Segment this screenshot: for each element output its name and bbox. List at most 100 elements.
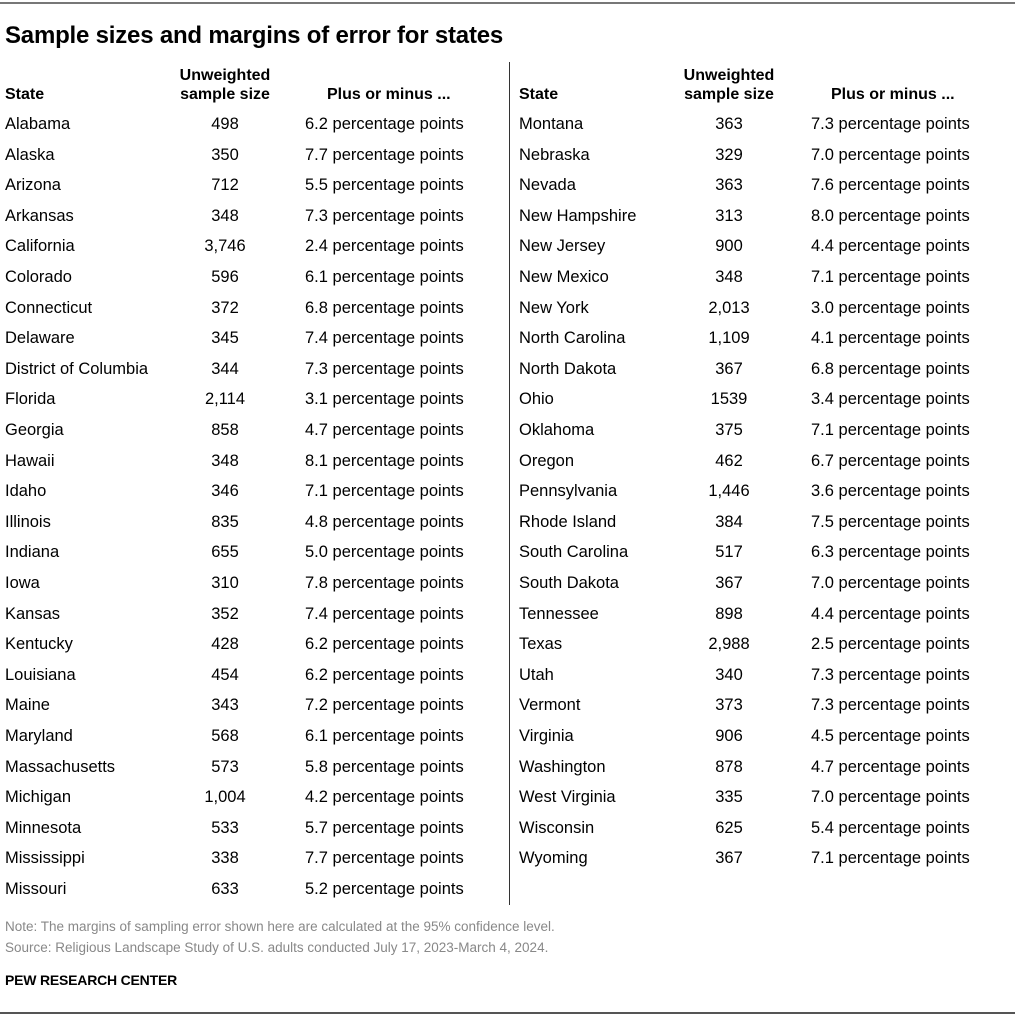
sample-size: 573 xyxy=(211,757,239,776)
state-name: Colorado xyxy=(5,268,72,286)
margin-of-error: 3.6 percentage points xyxy=(811,482,970,501)
table-row: Oregon 462 6.7 percentage points xyxy=(519,446,1014,476)
sample-size: 352 xyxy=(211,604,239,623)
margin-of-error: 7.0 percentage points xyxy=(811,788,970,807)
state-name: Michigan xyxy=(5,788,72,807)
state-name: Rhode Island xyxy=(519,512,617,531)
sample-size: 340 xyxy=(715,665,743,684)
table-row: Connecticut 372 6.8 percentage points xyxy=(5,293,500,323)
sample-size: 363 xyxy=(715,115,743,133)
sample-size: 2,988 xyxy=(708,635,750,654)
margin-of-error: 4.4 percentage points xyxy=(811,604,970,623)
table-row: Kansas 352 7.4 percentage points xyxy=(5,599,500,629)
table-row: Massachusetts 573 5.8 percentage points xyxy=(5,752,500,782)
table-row: Idaho 346 7.1 percentage points xyxy=(5,476,500,506)
state-name: Tennessee xyxy=(519,604,599,623)
header-state: State xyxy=(5,86,45,103)
margin-of-error: 4.7 percentage points xyxy=(811,757,970,776)
sample-size: 343 xyxy=(211,696,239,715)
margin-of-error: 6.8 percentage points xyxy=(305,298,464,317)
state-name: Utah xyxy=(519,665,554,684)
state-name: New York xyxy=(519,298,589,317)
sample-size: 367 xyxy=(715,849,743,868)
table-row: North Carolina 1,109 4.1 percentage points xyxy=(519,323,1014,353)
sample-size: 313 xyxy=(715,206,743,225)
table-row: Tennessee 898 4.4 percentage points xyxy=(519,599,1014,629)
margin-of-error: 7.7 percentage points xyxy=(305,849,464,868)
margin-of-error: 7.4 percentage points xyxy=(305,604,464,623)
table-row: Montana 363 7.3 percentage points xyxy=(519,109,1014,139)
margin-of-error: 4.1 percentage points xyxy=(811,329,970,348)
table-row: Delaware 345 7.4 percentage points xyxy=(5,323,500,353)
sample-size: 454 xyxy=(211,665,239,684)
sample-size: 906 xyxy=(715,727,743,745)
pew-logo: PEW RESEARCH CENTER xyxy=(5,972,177,988)
state-name: Arkansas xyxy=(5,206,74,225)
table-row: Arkansas 348 7.3 percentage points xyxy=(5,201,500,231)
state-name: Texas xyxy=(519,635,563,654)
header-sample-size-line1: Unweighted xyxy=(179,67,271,84)
state-name: Missouri xyxy=(5,880,67,898)
margin-of-error: 4.7 percentage points xyxy=(305,421,464,439)
sample-size: 346 xyxy=(211,482,239,501)
margin-of-error: 6.8 percentage points xyxy=(811,359,970,378)
state-name: New Mexico xyxy=(519,268,609,286)
sample-size: 363 xyxy=(715,176,743,195)
table-row: New Jersey 900 4.4 percentage points xyxy=(519,231,1014,261)
table-row: Kentucky 428 6.2 percentage points xyxy=(5,629,500,659)
state-name: Wisconsin xyxy=(519,818,595,837)
table-row: Missouri 633 5.2 percentage points xyxy=(5,874,500,904)
sample-size: 384 xyxy=(715,512,743,531)
sample-size: 596 xyxy=(211,268,239,286)
sample-size: 373 xyxy=(715,696,743,715)
margin-of-error: 7.5 percentage points xyxy=(811,512,970,531)
sample-size: 655 xyxy=(211,543,239,562)
sample-size: 375 xyxy=(715,421,743,439)
table-row: Wisconsin 625 5.4 percentage points xyxy=(519,813,1014,843)
state-name: Oregon xyxy=(519,451,575,470)
margin-of-error: 7.8 percentage points xyxy=(305,574,464,592)
state-name: Washington xyxy=(519,757,606,776)
table-row: Colorado 596 6.1 percentage points xyxy=(5,262,500,292)
table-row: Indiana 655 5.0 percentage points xyxy=(5,537,500,567)
top-rule xyxy=(0,2,1015,4)
state-name: Virginia xyxy=(519,727,574,745)
table-row: District of Columbia 344 7.3 percentage po… xyxy=(5,354,500,384)
state-name: New Jersey xyxy=(519,237,606,256)
table-row: Hawaii 348 8.1 percentage points xyxy=(5,446,500,476)
table-row: Rhode Island 384 7.5 percentage points xyxy=(519,507,1014,537)
header-state: State xyxy=(519,86,559,103)
state-name: Connecticut xyxy=(5,298,93,317)
margin-of-error: 7.0 percentage points xyxy=(811,145,970,164)
state-name: North Carolina xyxy=(519,329,626,348)
table-row: Maryland 568 6.1 percentage points xyxy=(5,721,500,751)
state-name: South Carolina xyxy=(519,543,629,562)
margin-of-error: 7.7 percentage points xyxy=(305,145,464,164)
margin-of-error: 7.6 percentage points xyxy=(811,176,970,195)
table-row: Alaska 350 7.7 percentage points xyxy=(5,140,500,170)
state-name: Georgia xyxy=(5,421,64,439)
margin-of-error: 7.1 percentage points xyxy=(305,482,464,501)
margin-of-error: 6.1 percentage points xyxy=(305,727,464,745)
table-row: Washington 878 4.7 percentage points xyxy=(519,752,1014,782)
state-name: Massachusetts xyxy=(5,757,116,776)
sample-size: 533 xyxy=(211,818,239,837)
margin-of-error: 6.3 percentage points xyxy=(811,543,970,562)
table-row: New York 2,013 3.0 percentage points xyxy=(519,293,1014,323)
table-row: Georgia 858 4.7 percentage points xyxy=(5,415,500,445)
sample-size: 350 xyxy=(211,145,239,164)
state-name: Alaska xyxy=(5,145,55,164)
table-row: New Mexico 348 7.1 percentage points xyxy=(519,262,1014,292)
margin-of-error: 5.8 percentage points xyxy=(305,757,464,776)
sample-size: 498 xyxy=(211,115,239,133)
sample-size: 428 xyxy=(211,635,239,654)
sample-size: 338 xyxy=(211,849,239,868)
sample-size: 348 xyxy=(211,206,239,225)
state-name: Indiana xyxy=(5,543,60,562)
state-name: Mississippi xyxy=(5,849,85,868)
margin-of-error: 4.5 percentage points xyxy=(811,727,970,745)
sample-size: 310 xyxy=(211,574,239,592)
table-row: Iowa 310 7.8 percentage points xyxy=(5,568,500,598)
margin-of-error: 7.0 percentage points xyxy=(811,574,970,592)
margin-of-error: 8.0 percentage points xyxy=(811,206,970,225)
